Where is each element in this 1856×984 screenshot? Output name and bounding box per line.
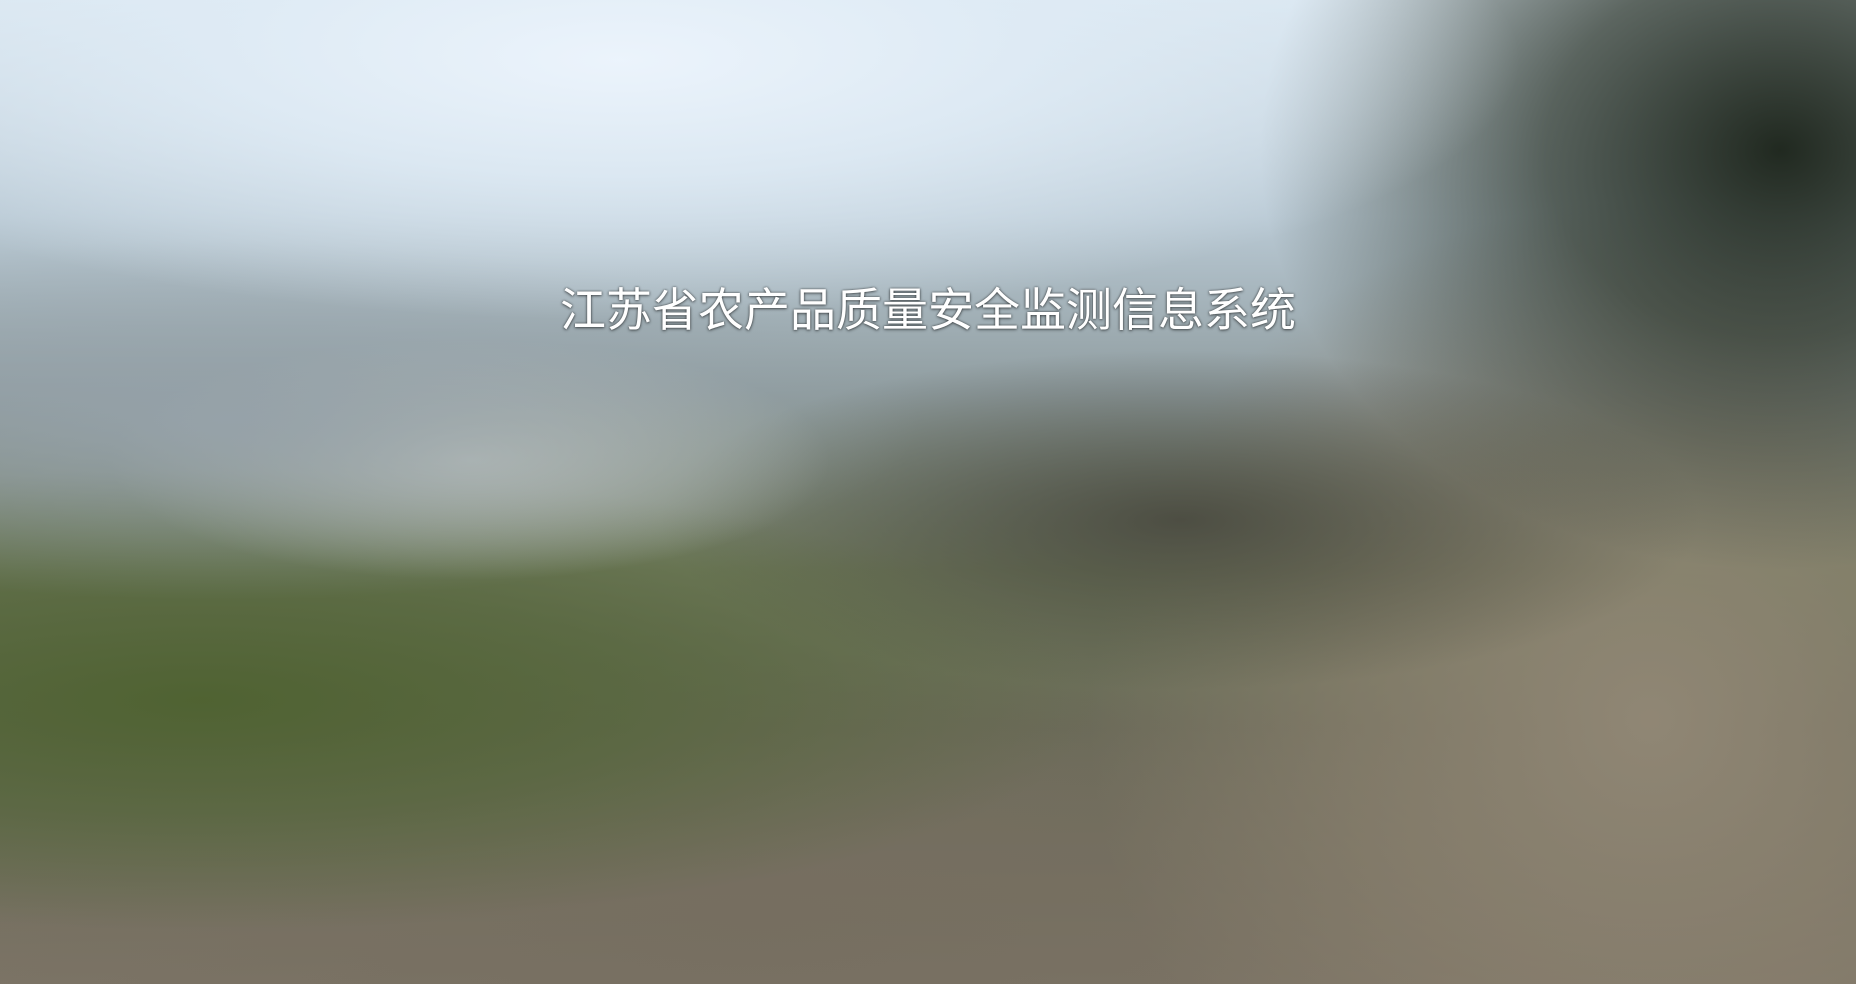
system-title: 江苏省农产品质量安全监测信息系统: [560, 283, 1296, 337]
